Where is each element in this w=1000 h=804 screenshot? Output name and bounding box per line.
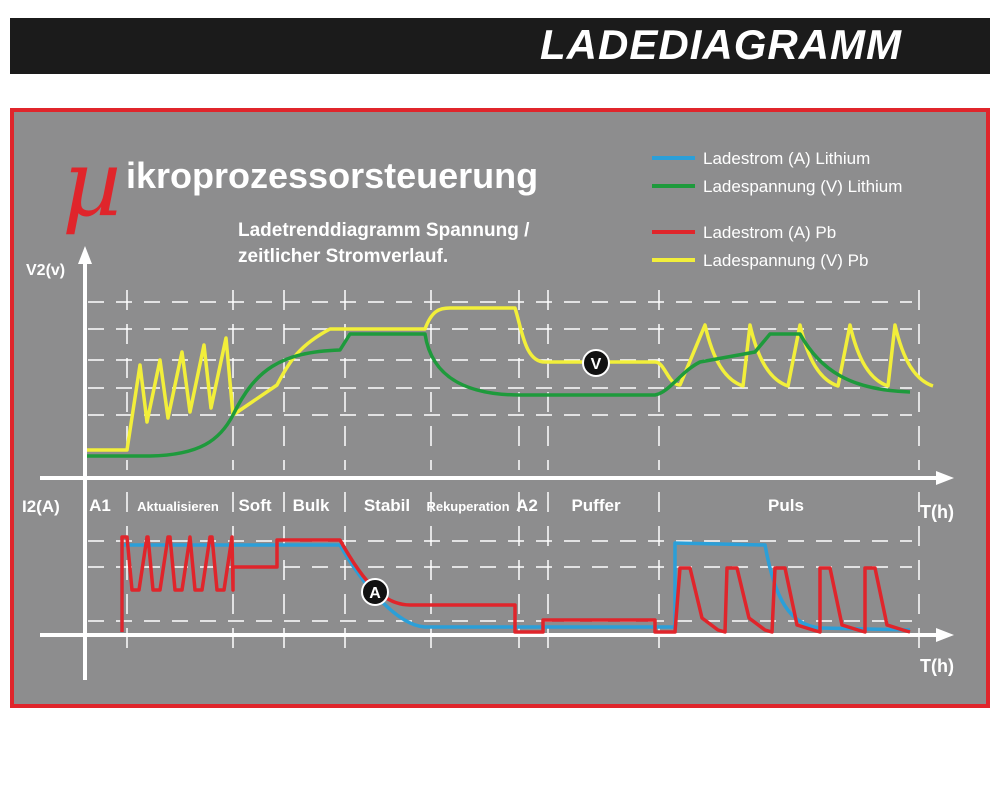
lower-axis-label: I2(A) [22,497,60,516]
time-label-upper: T(h) [920,502,954,522]
legend-label: Ladestrom (A) Pb [703,223,836,242]
phase-label: Soft [238,496,271,515]
time-label-lower: T(h) [920,656,954,676]
phase-label: Puls [768,496,804,515]
curves [87,306,934,634]
voltage-li-curve [87,332,911,458]
phase-label: A2 [516,496,538,515]
x-axis-arrow [936,471,954,485]
phase-labels: A1 Aktualisieren Soft Bulk Stabil Rekuperatio… [89,496,804,515]
y-axis-arrow [78,246,92,264]
svg-text:A: A [369,585,381,602]
legend-label: Ladespannung (V) Lithium [703,177,902,196]
current-marker: A [361,578,389,606]
phase-label: Aktualisieren [137,499,219,514]
diagram-frame [10,108,990,708]
page-title: LADEDIAGRAMM [540,21,902,68]
phase-label: Rekuperation [426,499,509,514]
mu-logo: µ [62,130,122,237]
current-pb-curve [120,535,911,634]
axes [40,246,954,680]
legend: Ladestrom (A) Lithium Ladespannung (V) Li… [652,149,902,270]
x-axis-arrow [936,628,954,642]
voltage-marker: V [582,349,610,377]
title-bar: LADEDIAGRAMM [10,18,990,74]
phase-label: Stabil [364,496,410,515]
svg-text:V: V [591,356,602,373]
phase-label: Puffer [571,496,621,515]
upper-axis-label: V2(v) [26,262,65,279]
subtitle-line-2: zeitlicher Stromverlauf. [238,246,448,267]
phase-label: A1 [89,496,111,515]
phase-label: Bulk [293,496,330,515]
legend-label: Ladespannung (V) Pb [703,251,868,270]
heading: ikroprozessorsteuerung [126,155,538,196]
legend-label: Ladestrom (A) Lithium [703,149,870,168]
voltage-pb-curve [87,306,934,452]
subtitle-line-1: Ladetrenddiagramm Spannung / [238,220,530,241]
